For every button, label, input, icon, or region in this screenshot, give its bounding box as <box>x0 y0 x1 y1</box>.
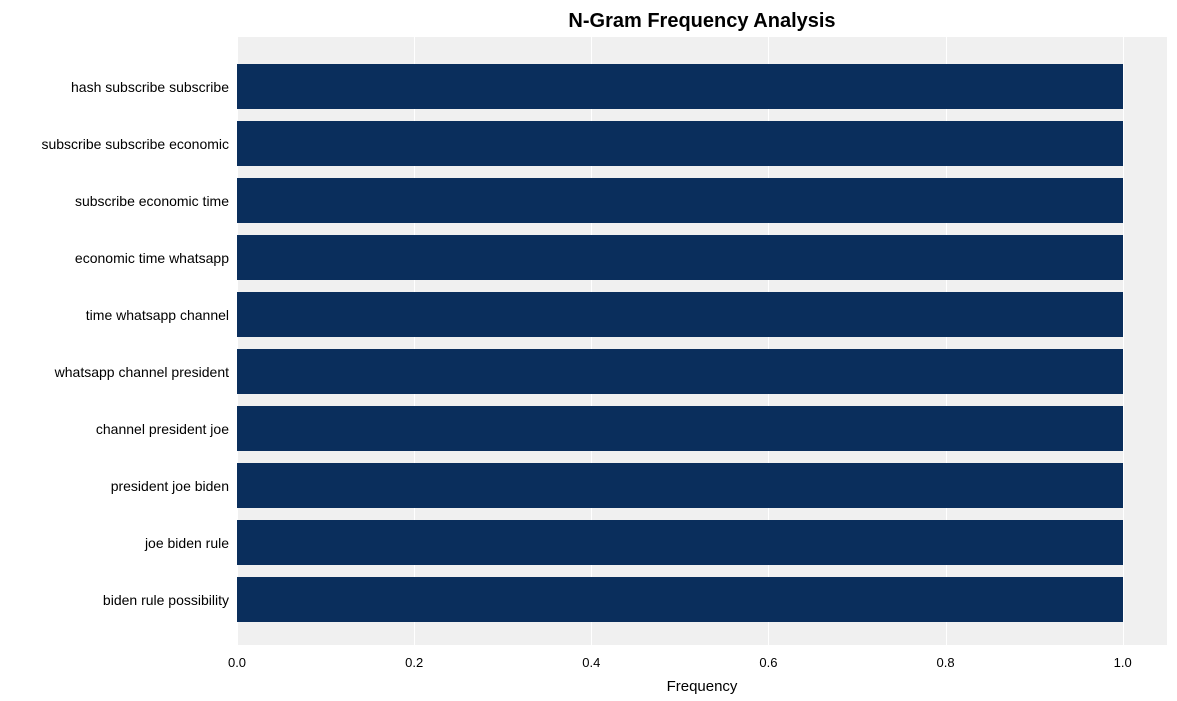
bar <box>237 577 1123 622</box>
x-tick-label: 1.0 <box>1114 655 1132 670</box>
grid-line <box>1123 37 1124 645</box>
y-axis-label: economic time whatsapp <box>9 229 229 286</box>
y-axis-label: time whatsapp channel <box>9 286 229 343</box>
x-tick-label: 0.8 <box>937 655 955 670</box>
y-axis-label: subscribe economic time <box>9 172 229 229</box>
x-tick-label: 0.6 <box>759 655 777 670</box>
y-axis-label: president joe biden <box>9 457 229 514</box>
y-axis-label: subscribe subscribe economic <box>9 115 229 172</box>
plot-area <box>237 37 1167 645</box>
bar <box>237 463 1123 508</box>
y-axis-label: whatsapp channel president <box>9 343 229 400</box>
bar <box>237 178 1123 223</box>
y-axis-label: joe biden rule <box>9 514 229 571</box>
bar <box>237 64 1123 109</box>
x-axis-label: Frequency <box>237 678 1167 695</box>
chart-title: N-Gram Frequency Analysis <box>237 10 1167 33</box>
bar <box>237 349 1123 394</box>
ngram-frequency-chart: N-Gram Frequency Analysis Frequency 0.0 0… <box>0 0 1177 701</box>
bar <box>237 406 1123 451</box>
x-tick-label: 0.2 <box>405 655 423 670</box>
x-tick-label: 0.0 <box>228 655 246 670</box>
x-tick-label: 0.4 <box>582 655 600 670</box>
bar <box>237 121 1123 166</box>
y-axis-label: channel president joe <box>9 400 229 457</box>
bar <box>237 520 1123 565</box>
bar <box>237 292 1123 337</box>
y-axis-label: hash subscribe subscribe <box>9 58 229 115</box>
bar <box>237 235 1123 280</box>
y-axis-label: biden rule possibility <box>9 571 229 628</box>
